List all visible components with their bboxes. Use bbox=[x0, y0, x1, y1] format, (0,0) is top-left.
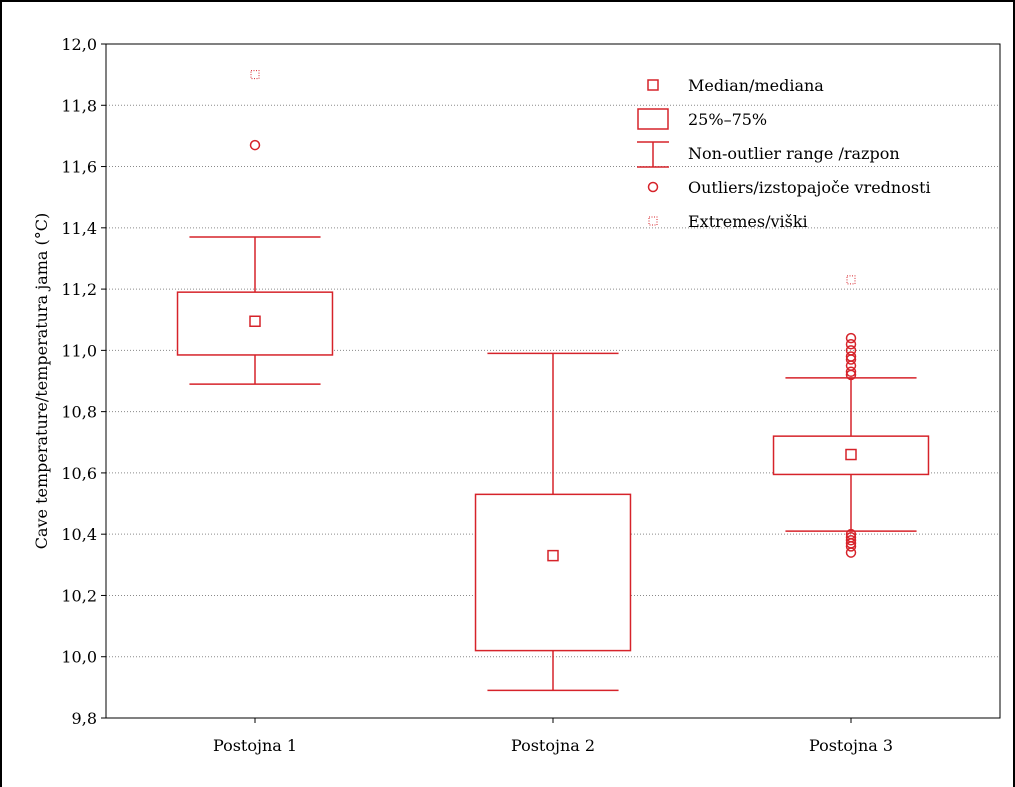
legend-label: Outliers/izstopajoče vrednosti bbox=[688, 178, 931, 197]
median-marker bbox=[845, 448, 857, 461]
median-marker bbox=[249, 315, 261, 328]
box-group bbox=[176, 70, 334, 385]
legend-item-extreme: Extremes/viški bbox=[648, 212, 808, 231]
median-marker bbox=[547, 549, 559, 562]
legend-label: 25%–75% bbox=[688, 110, 767, 129]
legend-item-median: Median/mediana bbox=[647, 76, 824, 95]
legend-extreme-symbol bbox=[648, 216, 658, 226]
extreme-point bbox=[250, 70, 260, 80]
legend-label: Non-outlier range /razpon bbox=[688, 144, 900, 163]
legend-label: Extremes/viški bbox=[688, 212, 808, 231]
legend-item-whisker: Non-outlier range /razpon bbox=[637, 141, 900, 168]
legend-label: Median/mediana bbox=[688, 76, 824, 95]
legend-item-outlier: Outliers/izstopajoče vrednosti bbox=[647, 178, 931, 197]
outlier-point bbox=[845, 535, 857, 546]
x-tick-label: Postojna 3 bbox=[809, 736, 893, 755]
outlier-point bbox=[845, 338, 857, 350]
legend: Median/mediana 25%–75% Non-outlier range /… bbox=[637, 76, 931, 231]
legend-outlier-symbol bbox=[647, 181, 659, 193]
legend-item-box: 25%–75% bbox=[637, 108, 767, 130]
outlier-point bbox=[845, 528, 857, 540]
x-tick-label: Postojna 1 bbox=[213, 736, 297, 755]
legend-box-symbol bbox=[637, 108, 669, 130]
box-series bbox=[176, 70, 930, 692]
outlier-point bbox=[845, 351, 857, 362]
outlier-point bbox=[249, 139, 261, 151]
y-tick-label: 11,4 bbox=[61, 219, 97, 238]
y-tick-label: 10,4 bbox=[61, 525, 97, 544]
box-group bbox=[474, 352, 632, 692]
y-tick-label: 11,8 bbox=[61, 96, 97, 115]
y-axis-label: Cave temperature/temperatura jama (°C) bbox=[32, 213, 51, 550]
y-tick-label: 11,0 bbox=[61, 341, 97, 360]
iqr-box bbox=[474, 493, 632, 652]
y-tick-label: 11,2 bbox=[61, 280, 97, 299]
x-tick-label: Postojna 2 bbox=[511, 736, 595, 755]
outlier-point bbox=[845, 531, 857, 543]
legend-median-symbol bbox=[647, 79, 659, 91]
y-tick-label: 10,0 bbox=[61, 648, 97, 667]
outlier-point bbox=[845, 366, 857, 378]
y-tick-label: 9,8 bbox=[72, 709, 97, 728]
y-tick-label: 11,6 bbox=[61, 158, 97, 177]
outlier-point bbox=[845, 345, 857, 356]
x-axis-ticks: Postojna 1 Postojna 2 Postojna 3 bbox=[213, 718, 893, 755]
y-tick-label: 10,8 bbox=[61, 403, 97, 422]
box-group bbox=[772, 275, 930, 558]
y-axis-ticks: 12,0 11,8 11,6 11,4 11,2 11,0 10,8 10,6 10,4 10,2… bbox=[61, 35, 106, 728]
y-tick-label: 12,0 bbox=[61, 35, 97, 54]
y-tick-label: 10,6 bbox=[61, 464, 97, 483]
extreme-point bbox=[846, 275, 856, 285]
outlier-point bbox=[845, 332, 857, 344]
y-tick-label: 10,2 bbox=[61, 586, 97, 605]
